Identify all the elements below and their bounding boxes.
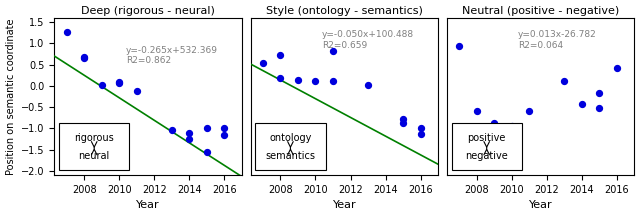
Point — [275, 76, 285, 79]
X-axis label: Year: Year — [529, 200, 552, 210]
Point — [489, 129, 499, 132]
Point — [220, 133, 230, 137]
FancyBboxPatch shape — [255, 123, 326, 170]
Point — [415, 132, 426, 136]
Point — [363, 83, 373, 87]
Title: Neutral (positive - negative): Neutral (positive - negative) — [462, 6, 620, 16]
Point — [559, 80, 570, 83]
Text: y=-0.265x+532.369
R2=0.862: y=-0.265x+532.369 R2=0.862 — [125, 46, 218, 65]
Point — [454, 44, 464, 48]
Title: Deep (rigorous - neural): Deep (rigorous - neural) — [81, 6, 215, 16]
Point — [79, 55, 89, 59]
Point — [595, 91, 605, 94]
FancyBboxPatch shape — [59, 123, 129, 170]
Point — [612, 67, 622, 70]
Point — [258, 61, 268, 64]
X-axis label: Year: Year — [333, 200, 356, 210]
Point — [114, 81, 124, 84]
X-axis label: Year: Year — [136, 200, 160, 210]
Text: y=-0.050x+100.488
R2=0.659: y=-0.050x+100.488 R2=0.659 — [322, 30, 414, 50]
Point — [220, 126, 230, 129]
Point — [595, 106, 605, 110]
Point — [398, 117, 408, 121]
Point — [310, 80, 321, 83]
Point — [489, 121, 499, 124]
Point — [202, 127, 212, 130]
Text: positive: positive — [467, 133, 506, 143]
Point — [202, 150, 212, 154]
Point — [507, 125, 517, 128]
Point — [61, 30, 72, 33]
Point — [184, 137, 195, 141]
Text: negative: negative — [465, 151, 508, 161]
Point — [293, 78, 303, 81]
Point — [184, 132, 195, 135]
Point — [415, 127, 426, 130]
Point — [97, 83, 107, 86]
Text: semantics: semantics — [266, 151, 316, 161]
Point — [398, 121, 408, 124]
Point — [472, 110, 482, 113]
Point — [328, 80, 338, 83]
Title: Style (ontology - semantics): Style (ontology - semantics) — [266, 6, 423, 16]
Text: ontology: ontology — [269, 133, 312, 143]
Point — [275, 54, 285, 57]
Y-axis label: Position on semantic coordinate: Position on semantic coordinate — [6, 18, 15, 175]
Text: neural: neural — [79, 151, 110, 161]
Point — [577, 102, 587, 106]
Point — [79, 56, 89, 60]
FancyBboxPatch shape — [451, 123, 522, 170]
Point — [114, 81, 124, 84]
Point — [328, 50, 338, 53]
Text: y=0.013x-26.782
R2=0.064: y=0.013x-26.782 R2=0.064 — [518, 30, 597, 50]
Point — [166, 128, 177, 131]
Point — [524, 110, 534, 113]
Point — [132, 90, 142, 93]
Text: rigorous: rigorous — [74, 133, 114, 143]
